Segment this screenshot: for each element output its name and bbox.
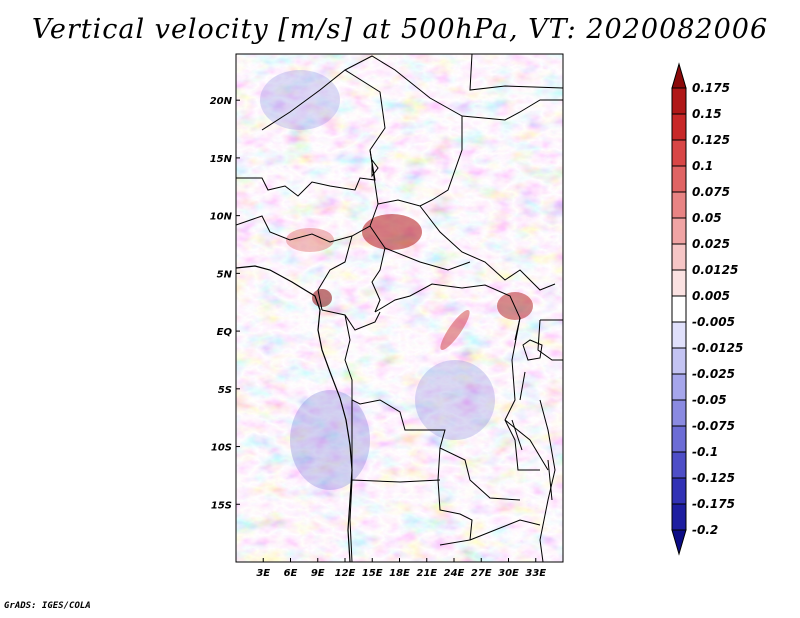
longitude-axis: 3E 6E 9E 12E 15E 18E 21E 24E 27E 30E 33E xyxy=(256,558,546,579)
colorbar-swatch xyxy=(671,321,687,349)
lat-tick-label: 5S xyxy=(218,385,232,396)
colorbar-label: 0.125 xyxy=(692,133,730,147)
lat-tick-label: 15N xyxy=(210,154,233,165)
colorbar-swatch xyxy=(671,139,687,167)
colorbar-label: -0.025 xyxy=(692,367,735,381)
colorbar-label: 0.1 xyxy=(692,159,713,173)
lon-tick-label: 6E xyxy=(284,568,298,579)
colorbar-swatch xyxy=(671,165,687,193)
velocity-field xyxy=(236,54,563,562)
lat-tick-label: 20N xyxy=(210,96,233,107)
colorbar-label: -0.005 xyxy=(692,315,735,329)
colorbar-label: -0.075 xyxy=(692,419,735,433)
colorbar-bottom-triangle xyxy=(671,529,687,556)
lat-tick-label: 10N xyxy=(210,212,233,223)
colorbar-label: 0.0125 xyxy=(692,263,738,277)
colorbar-label: 0.15 xyxy=(692,107,722,121)
colorbar-swatch xyxy=(671,295,687,323)
colorbar-label: -0.125 xyxy=(692,471,735,485)
colorbar-swatch xyxy=(671,425,687,453)
lon-tick-label: 12E xyxy=(335,568,356,579)
colorbar-top-triangle xyxy=(671,62,687,89)
lon-tick-label: 33E xyxy=(525,568,546,579)
colorbar-label: 0.175 xyxy=(692,81,730,95)
colorbar-label: -0.2 xyxy=(692,523,718,537)
colorbar: 0.175 0.15 0.125 0.1 0.075 0.05 0.025 0.0125 0.0… xyxy=(671,62,743,556)
colorbar-label: -0.05 xyxy=(692,393,727,407)
grads-credit: GrADS: IGES/COLA xyxy=(4,601,91,611)
colorbar-swatch xyxy=(671,217,687,245)
lon-tick-label: 24E xyxy=(444,568,465,579)
colorbar-swatch xyxy=(671,269,687,297)
colorbar-label: -0.175 xyxy=(692,497,735,511)
lon-tick-label: 27E xyxy=(471,568,492,579)
colorbar-swatch xyxy=(671,399,687,427)
lat-tick-label: 10S xyxy=(211,443,232,454)
colorbar-swatch xyxy=(671,347,687,375)
lon-tick-label: 30E xyxy=(498,568,519,579)
lon-tick-label: 3E xyxy=(256,568,270,579)
colorbar-label: 0.025 xyxy=(692,237,730,251)
lat-tick-label: 5N xyxy=(217,269,233,280)
chart-title: Vertical velocity [m/s] at 500hPa, VT: 2… xyxy=(31,14,769,45)
colorbar-swatch xyxy=(671,191,687,219)
colorbar-swatch xyxy=(671,477,687,505)
lon-tick-label: 21E xyxy=(416,568,437,579)
colorbar-label: -0.1 xyxy=(692,445,718,459)
latitude-axis: 20N 15N 10N 5N EQ 5S 10S 15S xyxy=(210,96,240,511)
colorbar-swatch xyxy=(671,451,687,479)
colorbar-label: 0.05 xyxy=(692,211,722,225)
lon-tick-label: 18E xyxy=(389,568,410,579)
lon-tick-label: 15E xyxy=(362,568,383,579)
colorbar-label: 0.075 xyxy=(692,185,730,199)
colorbar-label: -0.0125 xyxy=(692,341,743,355)
colorbar-swatch xyxy=(671,87,687,115)
colorbar-swatch xyxy=(671,243,687,271)
colorbar-swatch xyxy=(671,113,687,141)
lon-tick-label: 9E xyxy=(311,568,325,579)
colorbar-swatch xyxy=(671,373,687,401)
lat-tick-label: EQ xyxy=(217,327,233,338)
colorbar-label: 0.005 xyxy=(692,289,730,303)
colorbar-swatch xyxy=(671,503,687,531)
lat-tick-label: 15S xyxy=(211,500,232,511)
